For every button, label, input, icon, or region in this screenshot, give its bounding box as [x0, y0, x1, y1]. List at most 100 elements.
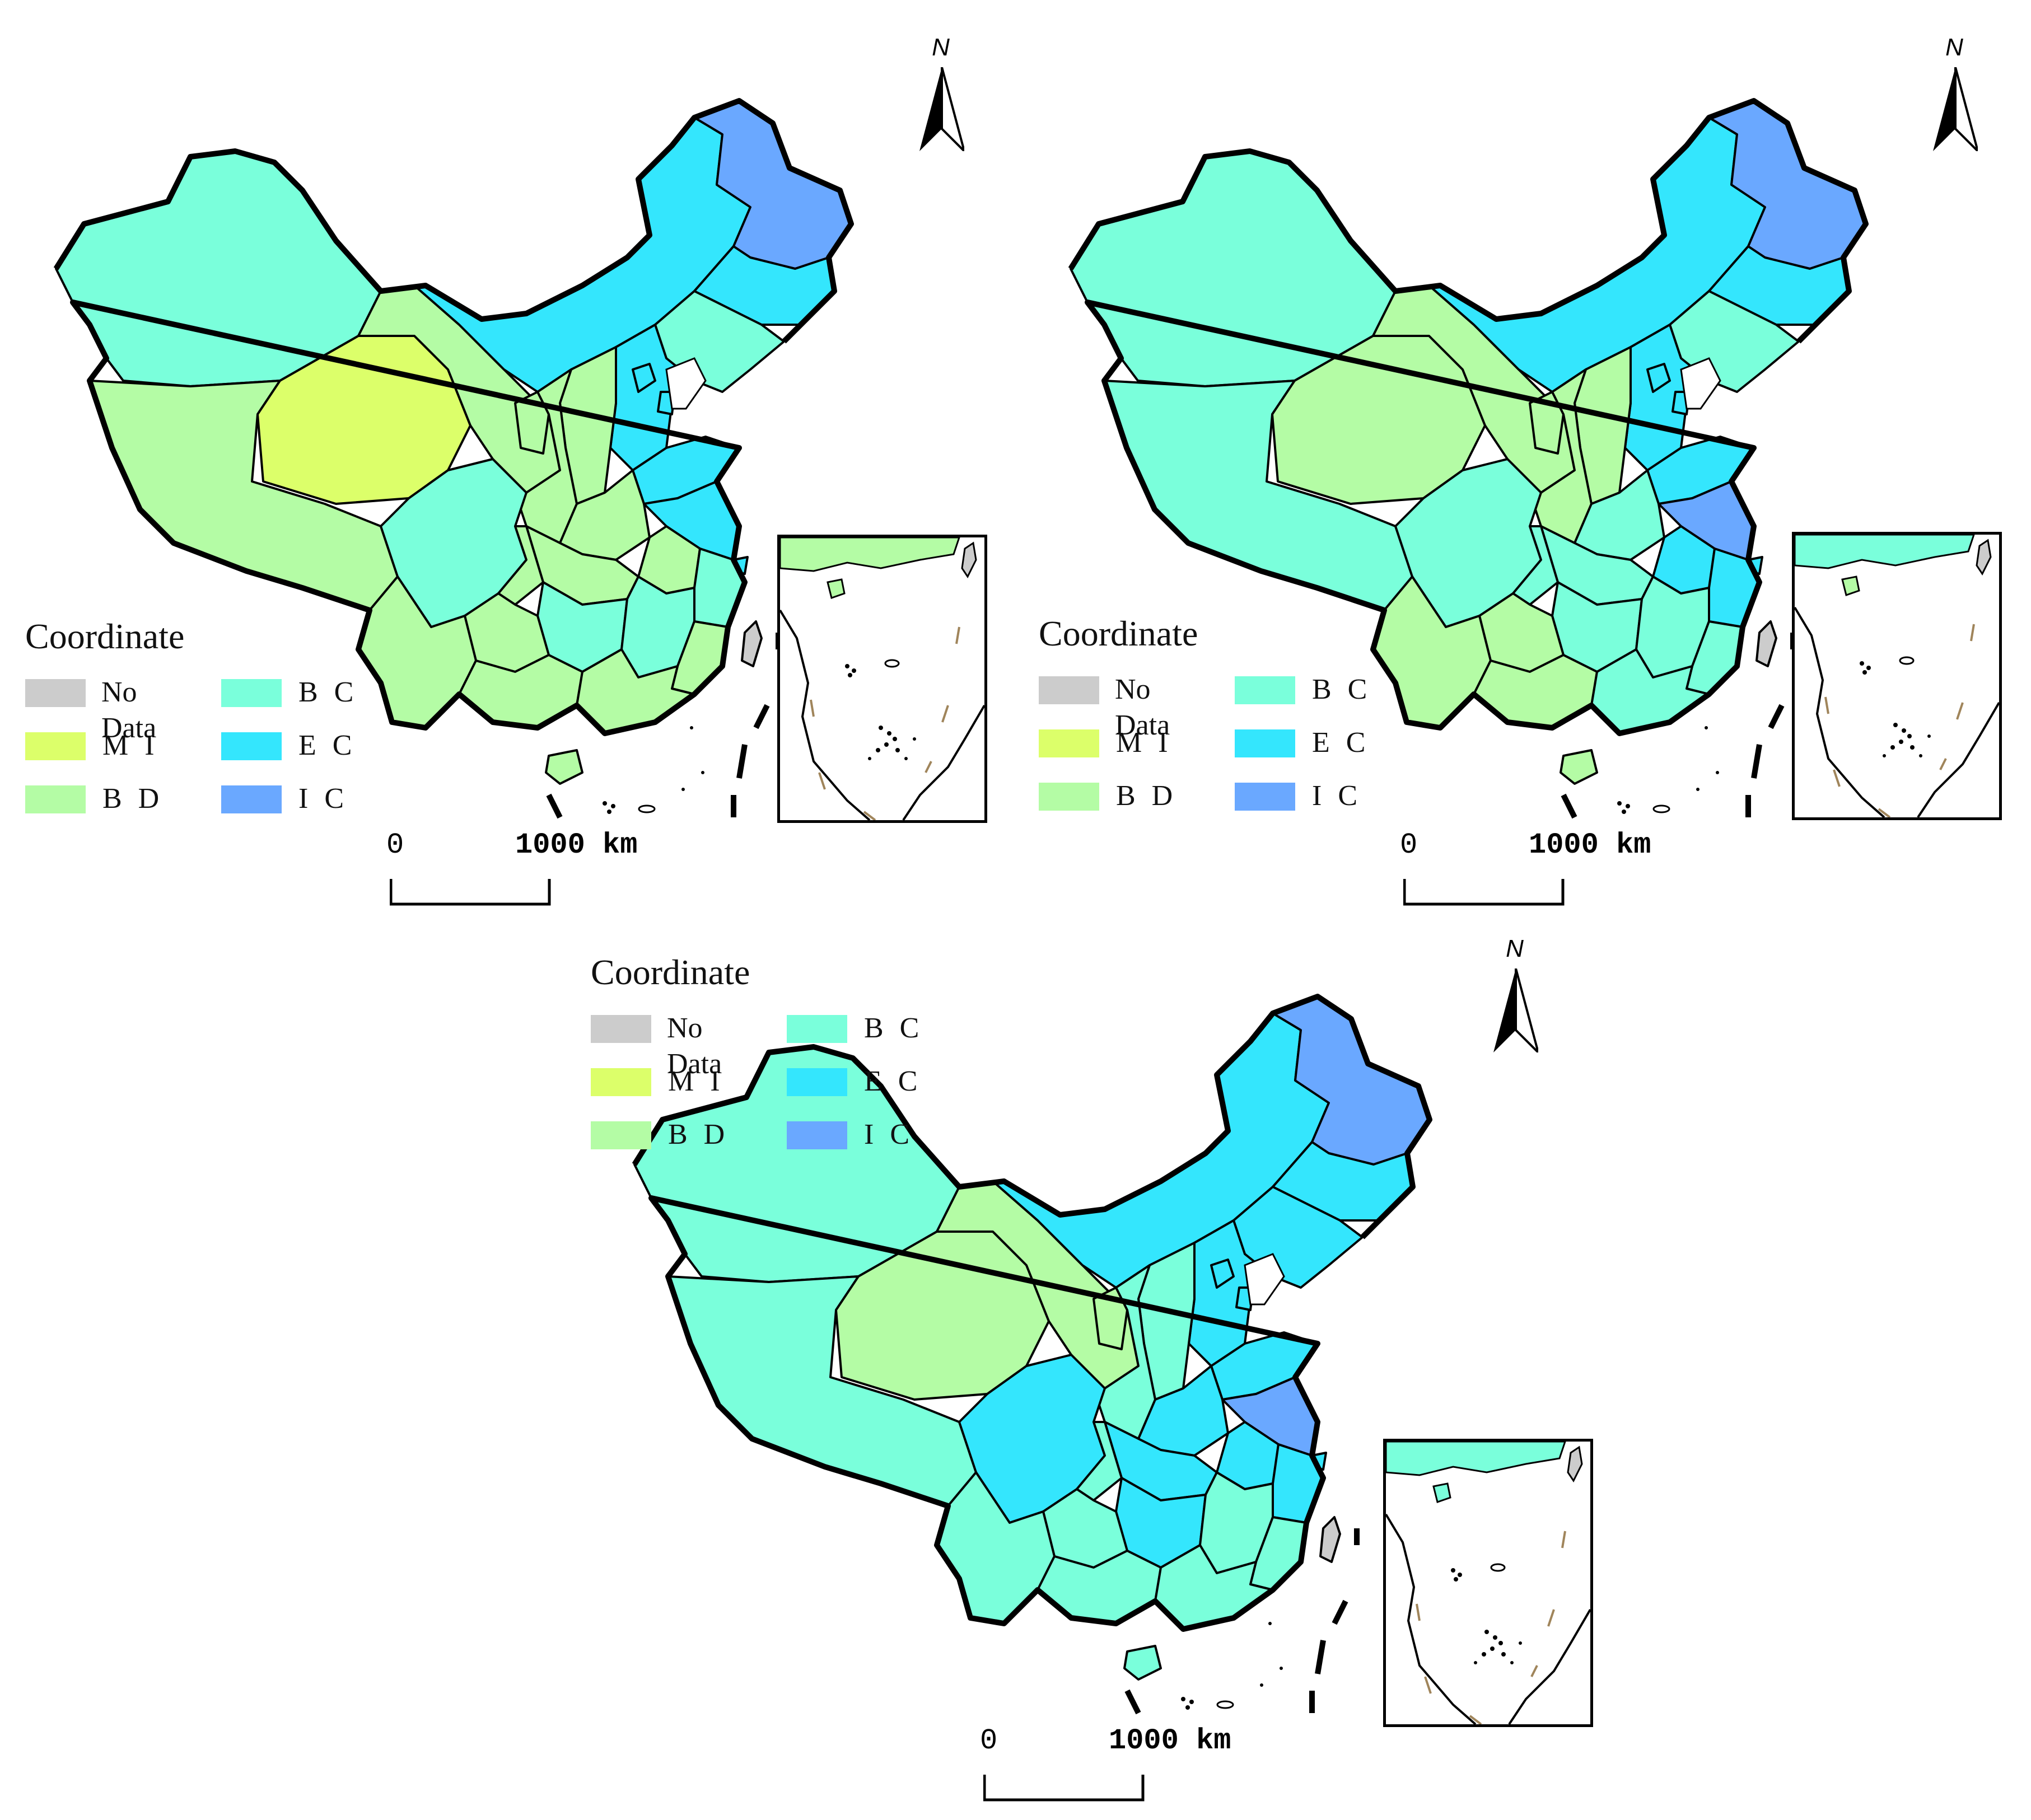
legend-swatch: [25, 679, 86, 707]
legend-label: No Data: [667, 1012, 722, 1080]
inset-map: [1795, 535, 1999, 817]
north-arrow-3: N: [1481, 935, 1548, 1058]
bohai-sea: [1244, 1253, 1285, 1306]
legend-label: I C: [1312, 780, 1362, 812]
south-china-sea-inset-3: [1383, 1439, 1593, 1727]
legend-label: M I: [1116, 727, 1173, 759]
bohai-sea: [1680, 357, 1721, 410]
legend-item-bc: B C: [787, 1010, 955, 1044]
inset-hainan: [1841, 576, 1860, 596]
legend-swatch: [1039, 676, 1099, 704]
legend-item-ec: E C: [1235, 725, 1403, 759]
inset-coast: [780, 609, 871, 820]
china-map: [632, 994, 1432, 1715]
north-label: N: [1506, 935, 1524, 962]
legend-item-ec: E C: [787, 1064, 955, 1097]
north-arrow-icon: [1933, 67, 1978, 151]
inset-taiwan: [1976, 539, 1992, 576]
legend-swatch: [787, 1121, 847, 1149]
province-taiwan: [741, 620, 763, 667]
legend-swatch: [1039, 783, 1099, 811]
province-taiwan: [1319, 1516, 1341, 1563]
legend-item-no-data: No Data: [1039, 672, 1207, 741]
legend-swatch: [1235, 676, 1295, 704]
island-dots: [603, 726, 704, 814]
scale-bar-3: 0 1000 km: [980, 1724, 1260, 1819]
scale-bar-line: [390, 879, 551, 906]
inset-dashes: [1416, 1531, 1566, 1724]
legend-item-bd: B D: [591, 1117, 759, 1150]
inset-coast: [1386, 1513, 1477, 1724]
inset-coast-east: [902, 704, 984, 820]
north-label: N: [1945, 34, 1963, 61]
legend-item-ec: E C: [221, 728, 389, 761]
legend-swatch: [591, 1121, 651, 1149]
legend-label: E C: [1312, 727, 1370, 759]
legend-item-ic: I C: [221, 781, 389, 815]
north-arrow-icon: [1493, 969, 1538, 1052]
south-china-sea-inset-1: [777, 535, 987, 823]
inset-islands: [1860, 656, 1931, 757]
inset-hainan: [827, 578, 846, 599]
inset-coast-east: [1508, 1608, 1590, 1724]
legend-title: Coordinate: [25, 616, 185, 656]
nine-dash-line: [546, 633, 781, 819]
inset-mainland: [1795, 535, 1975, 569]
province-hainan: [1123, 1645, 1162, 1681]
legend-swatch: [787, 1068, 847, 1096]
province-hainan: [1560, 749, 1598, 785]
legend-label: No Data: [1115, 673, 1170, 741]
legend-swatch: [25, 732, 86, 760]
inset-coast-east: [1917, 701, 1999, 817]
legend-item-mi: M I: [591, 1064, 759, 1097]
inset-islands: [1451, 1563, 1522, 1664]
legend-label: I C: [298, 783, 348, 815]
legend-label: B C: [1312, 673, 1372, 705]
inset-hainan: [1432, 1482, 1451, 1503]
scale-bar-1: 0 1000 km: [386, 829, 666, 924]
scale-bar-line: [1403, 879, 1565, 906]
legend-item-no-data: No Data: [25, 675, 193, 744]
legend-3: Coordinate No Data M I B D B C E C I C: [591, 952, 938, 1150]
scale-bar-line: [983, 1775, 1145, 1802]
legend-swatch: [1039, 729, 1099, 757]
legend-item-bd: B D: [25, 781, 193, 815]
legend-swatch: [1235, 729, 1295, 757]
legend-label: E C: [864, 1065, 922, 1097]
inset-dashes: [1824, 624, 1975, 817]
inset-coast: [1795, 606, 1885, 817]
legend-title: Coordinate: [591, 952, 750, 992]
legend-label: B D: [1116, 780, 1178, 812]
province-beijing: [1646, 363, 1671, 393]
province-beijing: [1210, 1258, 1235, 1289]
legend-item-ic: I C: [1235, 778, 1403, 812]
legend-label: B C: [864, 1012, 924, 1044]
map-panel-3: [601, 918, 1480, 1791]
legend-label: B C: [298, 676, 358, 708]
legend-label: No Data: [101, 676, 157, 744]
legend-item-mi: M I: [25, 728, 193, 761]
north-arrow-2: N: [1921, 34, 1988, 157]
north-label: N: [932, 34, 950, 61]
scale-bar-2: 0 1000 km: [1400, 829, 1680, 924]
legend-swatch: [591, 1068, 651, 1096]
north-arrow-1: N: [907, 34, 974, 157]
scale-start-label: 0: [980, 1724, 998, 1757]
inset-mainland: [1386, 1442, 1566, 1476]
inset-map: [1386, 1442, 1590, 1724]
island-dots: [1617, 726, 1719, 814]
scale-end-label: 1000 km: [515, 829, 638, 862]
island-dots: [1181, 1622, 1283, 1710]
legend-swatch: [591, 1015, 651, 1043]
legend-swatch: [787, 1015, 847, 1043]
map-panel-1: [22, 22, 902, 896]
inset-dashes: [810, 626, 960, 820]
scale-end-label: 1000 km: [1529, 829, 1651, 862]
legend-swatch: [221, 785, 282, 813]
scale-start-label: 0: [1400, 829, 1418, 862]
legend-1: Coordinate No Data M I B D B C E C I C: [25, 616, 372, 815]
province-hainan: [545, 749, 583, 785]
inset-taiwan: [961, 541, 977, 578]
legend-label: I C: [864, 1119, 914, 1150]
legend-item-no-data: No Data: [591, 1010, 759, 1080]
